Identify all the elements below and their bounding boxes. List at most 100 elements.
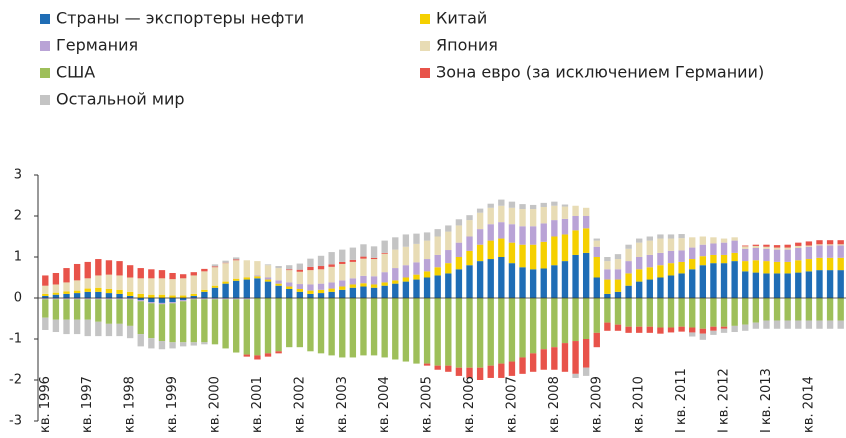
bar-segment <box>360 275 367 284</box>
bar-segment <box>179 298 187 301</box>
legend-swatch <box>40 68 50 78</box>
bar-segment <box>317 266 325 270</box>
bar-segment <box>572 298 579 342</box>
bar-segment <box>657 298 664 328</box>
bar-segment <box>487 240 494 260</box>
bar-segment <box>360 286 367 298</box>
bar-segment <box>614 259 622 270</box>
legend-label: Остальной мир <box>56 90 185 109</box>
bar-segment <box>105 293 113 298</box>
bar-segment <box>317 269 325 284</box>
bar-segment <box>604 261 611 270</box>
bar-segment <box>763 261 770 274</box>
bar-segment <box>710 326 717 331</box>
bar-segment <box>731 252 738 262</box>
bar-segment <box>211 266 219 268</box>
bar-segment <box>264 264 272 266</box>
bar-segment <box>816 270 823 298</box>
bar-segment <box>455 225 463 243</box>
bar-segment <box>784 298 791 321</box>
bar-segment <box>614 324 622 331</box>
bar-segment <box>73 299 81 320</box>
bar-segment <box>689 269 696 298</box>
bar-segment <box>201 298 208 300</box>
bar-segment <box>413 274 420 280</box>
bar-segment <box>519 244 526 268</box>
bar-segment <box>837 270 844 298</box>
bar-segment <box>158 298 166 303</box>
bar-segment <box>773 320 781 329</box>
bar-segment <box>254 355 261 360</box>
bar-segment <box>540 206 547 224</box>
x-tick-label: I кв. 2011 <box>674 368 689 433</box>
bar-segment <box>731 261 738 298</box>
bar-segment <box>137 268 144 279</box>
bar-segment <box>95 298 102 300</box>
bar-segment <box>445 231 452 251</box>
x-tick-label: кв. 2005 <box>420 376 435 433</box>
bar-segment <box>561 204 569 207</box>
bar-segment <box>233 257 240 260</box>
bar-segment <box>540 268 547 298</box>
bar-segment <box>604 322 611 331</box>
legend-label: Страны — экспортеры нефти <box>56 9 304 28</box>
bar-segment <box>169 298 176 303</box>
bar-segment <box>837 298 844 321</box>
bar-segment <box>795 242 802 246</box>
bar-segment <box>381 253 388 273</box>
bar-segment <box>445 365 452 372</box>
bar-segment <box>84 278 91 289</box>
bar-segment <box>392 249 399 269</box>
bar-segment <box>116 299 123 324</box>
bar-segment <box>625 244 632 249</box>
bar-segment <box>63 298 70 300</box>
bar-segment <box>657 265 664 278</box>
bar-segment <box>222 298 229 300</box>
bar-segment <box>455 269 463 298</box>
x-tick-label: кв. 2003 <box>335 376 350 433</box>
bar-segment <box>646 236 653 241</box>
bar-segment <box>614 254 622 260</box>
bar-segment <box>63 268 70 283</box>
x-tick-label: кв. 2009 <box>589 376 604 433</box>
bar-segment <box>317 298 325 354</box>
bar-segment <box>243 277 250 280</box>
bar-segment <box>508 361 516 376</box>
bar-segment <box>445 225 452 232</box>
bar-segment <box>190 275 197 294</box>
bar-segment <box>381 285 388 298</box>
bar-segment <box>381 252 388 254</box>
bar-segment <box>179 295 187 298</box>
bar-segment <box>95 287 102 292</box>
bar-segment <box>582 298 590 339</box>
bar-segment <box>805 246 813 260</box>
bar-segment <box>773 247 781 250</box>
bar-segment <box>360 258 367 276</box>
bar-segment <box>455 367 463 376</box>
bar-segment <box>243 279 250 298</box>
bar-segment <box>360 244 367 257</box>
bar-segment <box>837 320 844 329</box>
bar-segment <box>636 242 643 257</box>
bar-segment <box>582 252 590 298</box>
bar-segment <box>784 244 791 248</box>
bar-segment <box>678 234 685 239</box>
bar-segment <box>667 234 675 239</box>
bar-segment <box>254 298 261 356</box>
bar-segment <box>148 294 155 298</box>
bar-segment <box>445 298 452 366</box>
bar-segment <box>434 298 441 366</box>
bar-segment <box>307 258 314 267</box>
bar-segment <box>402 277 410 282</box>
bar-segment <box>529 226 537 245</box>
bar-segment <box>763 244 770 247</box>
bar-segment <box>826 240 834 245</box>
bar-segment <box>816 240 823 245</box>
bar-segment <box>52 319 60 333</box>
bar-segment <box>795 247 802 261</box>
bar-segment <box>784 247 791 250</box>
bar-segment <box>551 236 558 266</box>
bar-segment <box>455 219 463 226</box>
bar-segment <box>498 238 505 257</box>
bar-segment <box>296 288 304 292</box>
